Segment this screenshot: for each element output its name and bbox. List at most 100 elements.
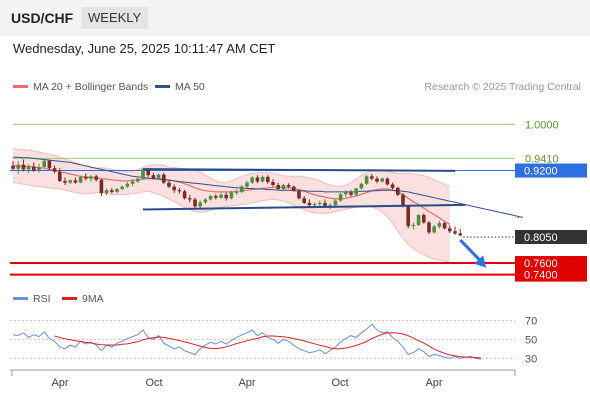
candle-body	[318, 202, 322, 205]
price-level-label: 0.9410	[525, 153, 559, 165]
candle-body	[286, 184, 291, 187]
time-axis-label: Oct	[145, 377, 162, 389]
candle-body	[11, 165, 15, 169]
candle-body	[208, 195, 213, 200]
rsi-tick-label: 30	[525, 353, 537, 365]
candle-body	[110, 190, 114, 192]
candle-body	[432, 226, 436, 233]
price-level-label: 0.7400	[524, 270, 558, 282]
rsi-ma-legend-label: 9MA	[82, 293, 104, 305]
candle-body	[63, 180, 67, 183]
price-level-tag	[515, 230, 587, 245]
ma20-legend-label: MA 20 + Bollinger Bands	[33, 81, 148, 93]
price-level-tag	[515, 267, 587, 282]
rsi-ma-legend-swatch	[62, 297, 77, 300]
forecast-arrow	[459, 238, 487, 268]
candle-body	[255, 177, 260, 182]
candle-body	[193, 199, 197, 207]
candle-body	[151, 175, 156, 179]
candle-body	[52, 168, 57, 172]
candle-body	[37, 167, 41, 171]
rsi-panel: 70 50 30	[10, 316, 537, 365]
candle-body	[234, 191, 239, 193]
time-axis: Apr Oct Apr Oct Apr	[10, 369, 516, 389]
candle-body	[177, 190, 182, 192]
candle-body	[437, 223, 442, 227]
candle-body	[364, 176, 369, 184]
candle-body	[250, 177, 254, 183]
candle-body	[125, 183, 130, 187]
candle-body	[281, 184, 286, 190]
candle-body	[214, 195, 218, 198]
trend-lines	[142, 168, 466, 211]
candle-body	[68, 180, 72, 183]
candle-body	[219, 194, 223, 198]
candle-body	[302, 198, 306, 203]
channel-trend-line	[142, 168, 456, 172]
candle-body	[453, 231, 457, 234]
timeframe-badge[interactable]: WEEKLY	[81, 7, 149, 29]
price-level-label: 1.0000	[525, 119, 559, 131]
price-level-label: 0.9200	[524, 166, 558, 178]
candle-body	[328, 205, 332, 207]
candle-body	[323, 202, 327, 207]
candle-body	[47, 160, 52, 169]
bollinger-lower-line	[12, 181, 450, 263]
price-level-tag	[515, 163, 587, 178]
candle-body	[136, 178, 140, 182]
candle-body	[182, 191, 187, 199]
candle-body	[104, 190, 109, 194]
candle-body	[130, 181, 135, 184]
candle-body	[344, 192, 348, 195]
candle-body	[229, 192, 234, 199]
candle-body	[245, 182, 249, 187]
candle-body	[401, 194, 405, 207]
candle-body	[198, 202, 202, 207]
candle-body	[146, 169, 150, 176]
candle-body	[16, 164, 20, 169]
ma50-legend-label: MA 50	[175, 81, 205, 93]
datetime-label: Wednesday, June 25, 2025 10:11:47 AM CET	[13, 41, 276, 56]
candle-body	[203, 199, 208, 203]
candle-body	[448, 228, 452, 232]
candle-body	[260, 176, 265, 182]
candle-body	[307, 202, 312, 206]
channel-trend-line	[142, 203, 466, 211]
candle-body	[188, 198, 192, 200]
candle-body	[162, 174, 166, 183]
rsi-tick-label: 70	[525, 316, 537, 328]
candle-body	[458, 233, 462, 236]
candle-body	[156, 174, 161, 179]
candle-body	[370, 176, 374, 179]
candle-body	[442, 223, 447, 229]
candle-body	[380, 178, 384, 182]
time-axis-label: Apr	[238, 377, 255, 389]
candle-body	[349, 192, 353, 195]
candle-body	[224, 194, 228, 199]
candle-body	[422, 215, 426, 223]
candle-body	[115, 189, 119, 192]
candle-body	[297, 190, 301, 199]
ma20-legend-swatch	[13, 85, 28, 88]
symbol-title: USD/CHF	[11, 10, 74, 26]
ma50-legend-swatch	[155, 85, 170, 88]
rsi-tick-label: 50	[525, 334, 537, 346]
candle-body	[26, 166, 31, 170]
candle-body	[73, 180, 78, 183]
candle-body	[78, 176, 83, 183]
rsi-ma-line	[54, 332, 482, 359]
candle-body	[58, 171, 62, 181]
candle-body	[84, 176, 88, 179]
candle-body	[375, 178, 379, 182]
candles	[11, 158, 462, 237]
candle-body	[271, 182, 275, 185]
candle-body	[42, 160, 46, 168]
candle-body	[390, 184, 395, 188]
candle-body	[338, 194, 343, 201]
candle-body	[266, 176, 270, 183]
rsi-line	[12, 323, 482, 360]
candle-body	[333, 200, 338, 206]
candle-body	[21, 164, 26, 170]
